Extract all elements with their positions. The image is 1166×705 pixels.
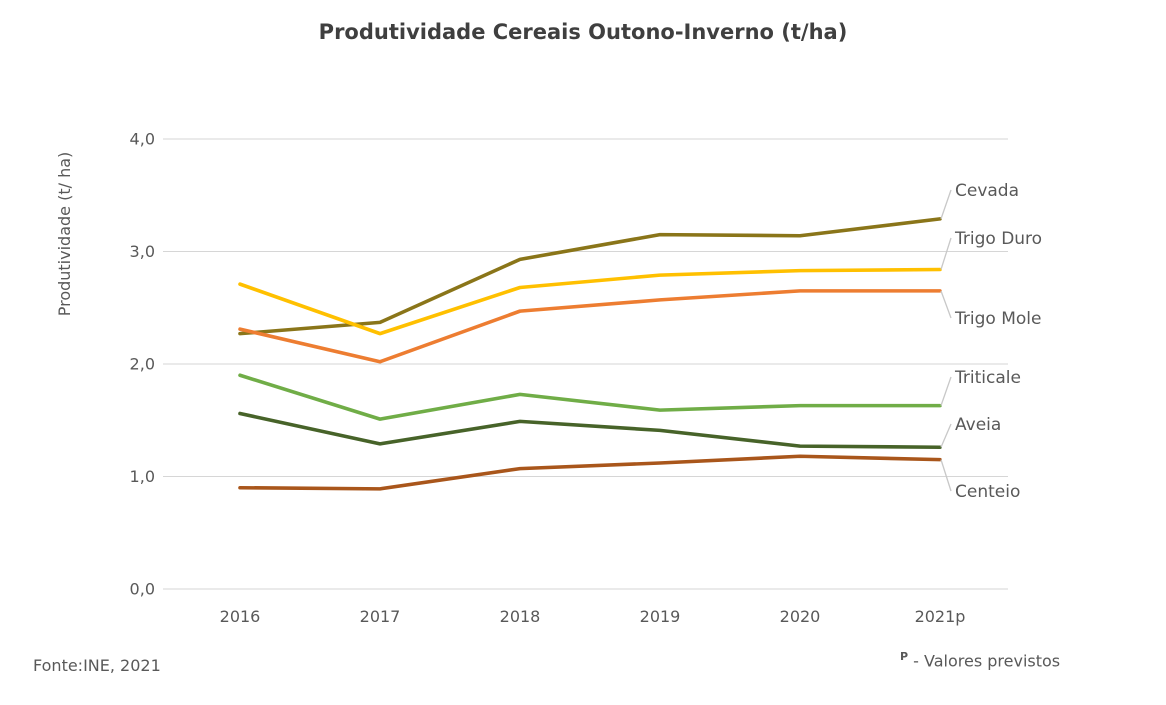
series-line-triticale	[238, 373, 942, 421]
series-label-centeio: Centeio	[955, 482, 1020, 502]
series-label-trigo-duro: Trigo Duro	[954, 229, 1042, 249]
y-tick-label: 1,0	[130, 467, 155, 486]
series-leader-line	[940, 423, 952, 448]
source-note: Fonte:INE, 2021	[33, 656, 161, 675]
series-line-trigo-duro	[238, 267, 942, 336]
series-line-cevada	[238, 217, 942, 336]
x-tick-label: 2021p	[915, 607, 966, 626]
y-tick-label: 3,0	[130, 242, 155, 261]
forecast-superscript: P	[900, 650, 909, 663]
series-label-aveia: Aveia	[955, 415, 1001, 435]
series-leader-line	[940, 290, 952, 319]
series-line-aveia	[238, 411, 942, 450]
y-tick-label: 0,0	[130, 580, 155, 599]
series-line-trigo-mole	[238, 289, 942, 364]
series-label-triticale: Triticale	[954, 368, 1021, 388]
series-leader-line	[940, 376, 952, 406]
y-tick-label: 4,0	[130, 130, 155, 149]
series-label-trigo-mole: Trigo Mole	[954, 309, 1041, 329]
chart-title: Produtividade Cereais Outono-Inverno (t/…	[318, 20, 848, 44]
x-tick-label: 2018	[500, 607, 541, 626]
x-tick-label: 2016	[220, 607, 261, 626]
x-tick-label: 2020	[780, 607, 821, 626]
series-line-centeio	[238, 454, 942, 491]
x-tick-label: 2017	[360, 607, 401, 626]
x-tick-label: 2019	[640, 607, 681, 626]
y-tick-label: 2,0	[130, 355, 155, 374]
series-leader-line	[940, 459, 952, 492]
series-leader-line	[940, 237, 952, 270]
forecast-note: P - Valores previstos	[900, 650, 1060, 670]
series-leader-line	[940, 189, 952, 220]
y-axis-title: Produtividade (t/ ha)	[55, 152, 74, 317]
forecast-note-text: - Valores previstos	[913, 651, 1061, 671]
series-label-cevada: Cevada	[955, 181, 1019, 201]
